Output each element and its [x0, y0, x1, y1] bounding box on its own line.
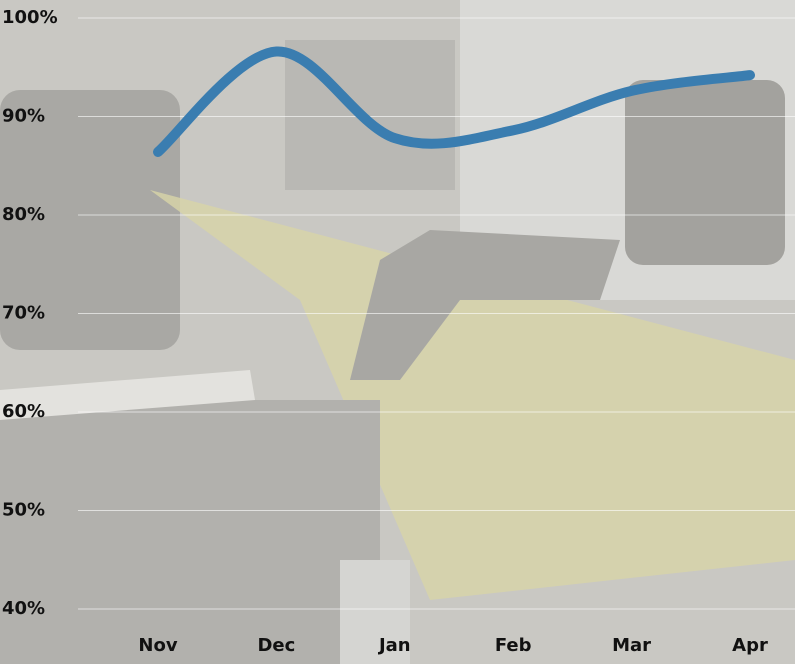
x-tick-label: Mar	[612, 635, 651, 656]
x-tick-label: Dec	[257, 635, 295, 656]
line-series	[153, 46, 755, 157]
x-tick-label: Nov	[138, 635, 177, 656]
y-tick-label: 90%	[2, 106, 45, 127]
y-tick-label: 50%	[2, 500, 45, 521]
y-tick-label: 70%	[2, 303, 45, 324]
y-tick-label: 60%	[2, 401, 45, 422]
x-tick-label: Apr	[732, 635, 768, 656]
y-tick-label: 40%	[2, 598, 45, 619]
x-tick-label: Jan	[377, 635, 411, 656]
y-tick-label: 100%	[2, 7, 58, 28]
y-tick-label: 80%	[2, 204, 45, 225]
x-tick-label: Feb	[495, 635, 532, 656]
